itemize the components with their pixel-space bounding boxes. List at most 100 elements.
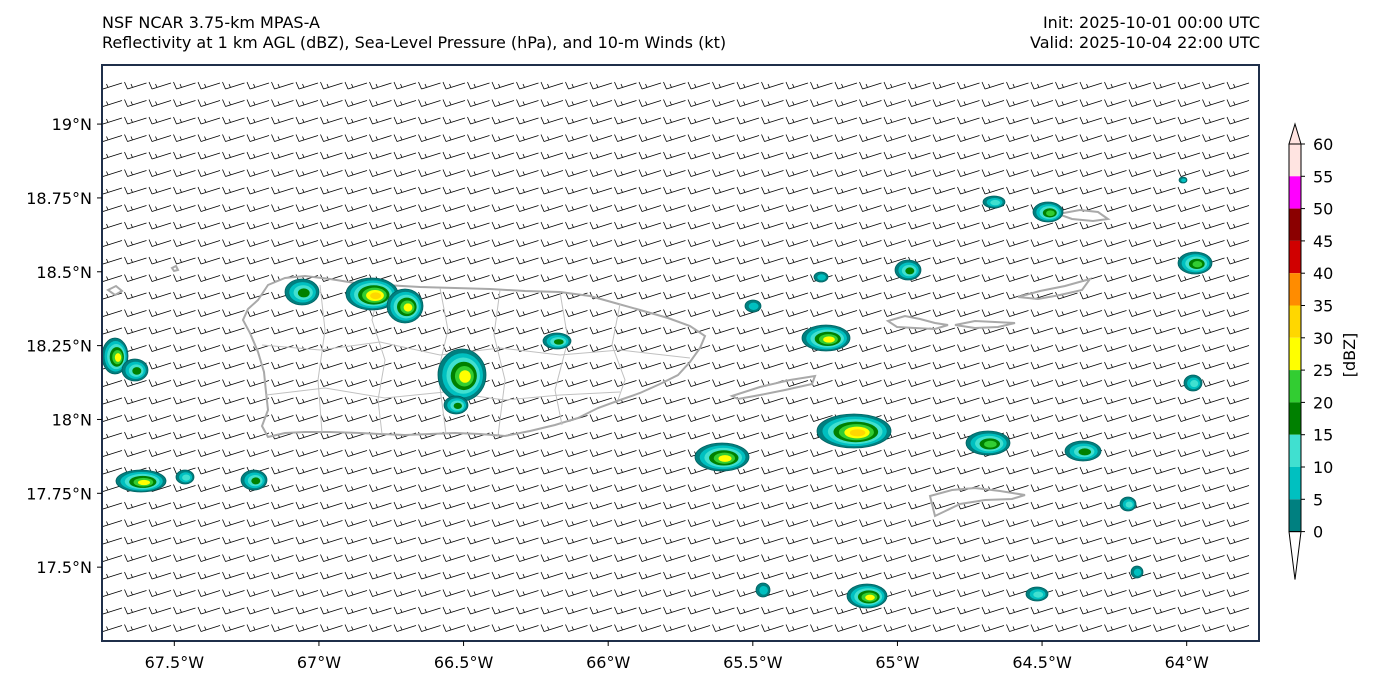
lon-tick-label: 65.5°W — [723, 653, 783, 672]
reflectivity-cell — [1046, 210, 1055, 217]
reflectivity-cell — [1192, 261, 1203, 268]
colorbar-swatch — [1289, 176, 1301, 209]
colorbar-swatch — [1289, 370, 1301, 403]
puerto-rico-coast — [241, 274, 707, 439]
reflectivity-cell — [553, 339, 564, 345]
lon-tick-label: 65°W — [875, 653, 919, 672]
reflectivity-cell — [865, 594, 875, 601]
colorbar-tick-label: 15 — [1313, 426, 1333, 445]
reflectivity-cell — [849, 429, 866, 437]
map-background — [102, 65, 1259, 641]
lat-tick-label: 18.5°N — [36, 263, 92, 282]
colorbar-swatch — [1289, 499, 1301, 532]
st-thomas-coast — [954, 319, 1016, 330]
lon-tick-label: 64°W — [1165, 653, 1209, 672]
reflectivity-cell — [1078, 448, 1092, 456]
reflectivity-cell — [370, 292, 382, 300]
colorbar: 0 5 10 15 20 25 30 35 40 45 50 55 60 — [1288, 122, 1333, 580]
reflectivity-cell — [718, 455, 732, 462]
colorbar-tick-label: 35 — [1313, 297, 1333, 316]
reflectivity-cell — [453, 402, 462, 410]
colorbar-swatch — [1289, 467, 1301, 500]
lon-tick-label: 66°W — [586, 653, 630, 672]
colorbar-extend-min — [1288, 531, 1302, 580]
colorbar-swatch — [1289, 305, 1301, 338]
lat-tick-label: 18°N — [52, 410, 92, 429]
desecheo-coast — [170, 264, 180, 273]
lon-tick-label: 66.5°W — [434, 653, 494, 672]
reflectivity-cell — [1133, 568, 1142, 576]
fields-subtitle: Reflectivity at 1 km AGL (dBZ), Sea-Leve… — [102, 33, 727, 52]
reflectivity-cell — [1181, 178, 1187, 183]
reflectivity-cell — [759, 585, 768, 595]
reflectivity-cell — [1033, 591, 1044, 598]
reflectivity-cell — [459, 370, 471, 383]
colorbar-swatch — [1289, 144, 1301, 177]
lat-tick-label: 18.25°N — [26, 337, 92, 356]
colorbar-tick-label: 0 — [1313, 523, 1323, 542]
colorbar-swatch — [1289, 208, 1301, 241]
colorbar-extend-max — [1288, 122, 1302, 145]
chart-title-left: NSF NCAR 3.75-km MPAS-A Reflectivity at … — [102, 13, 726, 53]
colorbar-label: [dBZ] — [1340, 333, 1359, 378]
lat-tick-label: 17.75°N — [26, 484, 92, 503]
reflectivity-cell — [403, 303, 413, 312]
anegada-coast — [1054, 208, 1111, 223]
colorbar-tick-label: 10 — [1313, 458, 1333, 477]
wind-barbs — [102, 81, 1250, 632]
colorbar-swatch — [1289, 402, 1301, 435]
lat-tick-label: 17.5°N — [36, 558, 92, 577]
colorbar-tick-label: 20 — [1313, 393, 1333, 412]
reflectivity-cell — [817, 274, 826, 281]
reflectivity-cell — [132, 367, 142, 375]
lon-tick-label: 64.5°W — [1012, 653, 1072, 672]
reflectivity-cell — [990, 199, 1001, 206]
init-time: Init: 2025-10-01 00:00 UTC — [1042, 13, 1260, 32]
reflectivity-cell — [137, 479, 151, 486]
map-frame — [101, 64, 1260, 642]
vieques-coast — [729, 374, 817, 401]
model-title: NSF NCAR 3.75-km MPAS-A — [102, 13, 320, 32]
lon-tick-label: 67.5°W — [145, 653, 205, 672]
lat-tick-label: 19°N — [52, 115, 92, 134]
wind-barb-field — [102, 81, 1250, 632]
boundary-line — [493, 289, 506, 437]
colorbar-tick-label: 55 — [1313, 167, 1333, 186]
mona-coast — [106, 284, 124, 297]
chart-title-right: Init: 2025-10-01 00:00 UTC Valid: 2025-1… — [1030, 13, 1260, 53]
lon-tick-label: 67°W — [297, 653, 341, 672]
colorbar-tick-label: 30 — [1313, 329, 1333, 348]
colorbar-tick-label: 5 — [1313, 490, 1323, 509]
culebra-coast — [885, 314, 949, 331]
colorbar-tick-label: 25 — [1313, 361, 1333, 380]
coastlines — [106, 208, 1111, 518]
valid-time: Valid: 2025-10-04 22:00 UTC — [1029, 33, 1260, 52]
lat-axis: 19°N 18.75°N 18.5°N 18.25°N 18°N 17.75°N 17.5°… — [26, 115, 102, 577]
colorbar-tick-label: 50 — [1313, 200, 1333, 219]
colorbar-tick-label: 60 — [1313, 135, 1333, 154]
reflectivity-cell — [1125, 501, 1133, 508]
st-croix-coast — [928, 486, 1026, 518]
st-john-coast — [1017, 277, 1093, 301]
boundary-line — [611, 303, 626, 401]
colorbar-swatch — [1289, 434, 1301, 467]
colorbar-swatch — [1289, 337, 1301, 371]
reflectivity-cell — [182, 474, 191, 481]
reflectivity-cell — [748, 302, 759, 310]
lon-axis: 67.5°W 67°W 66.5°W 66°W 65.5°W 65°W 64.5°W 64°W — [145, 641, 1209, 672]
boundary-line — [554, 291, 569, 426]
boundary-line — [437, 287, 449, 435]
boundary-line — [317, 284, 326, 433]
reflectivity-cell — [823, 336, 835, 343]
reflectivity-cell — [251, 477, 261, 485]
reflectivity-cells — [102, 176, 1213, 609]
reflectivity-cell — [114, 353, 122, 362]
reflectivity-cell — [984, 440, 997, 448]
map-layers — [102, 81, 1250, 632]
lat-tick-label: 18.75°N — [26, 189, 92, 208]
colorbar-swatch — [1289, 240, 1301, 274]
reflectivity-cell — [297, 288, 310, 298]
reflectivity-cell — [1190, 380, 1199, 388]
colorbar-swatch — [1289, 273, 1301, 306]
